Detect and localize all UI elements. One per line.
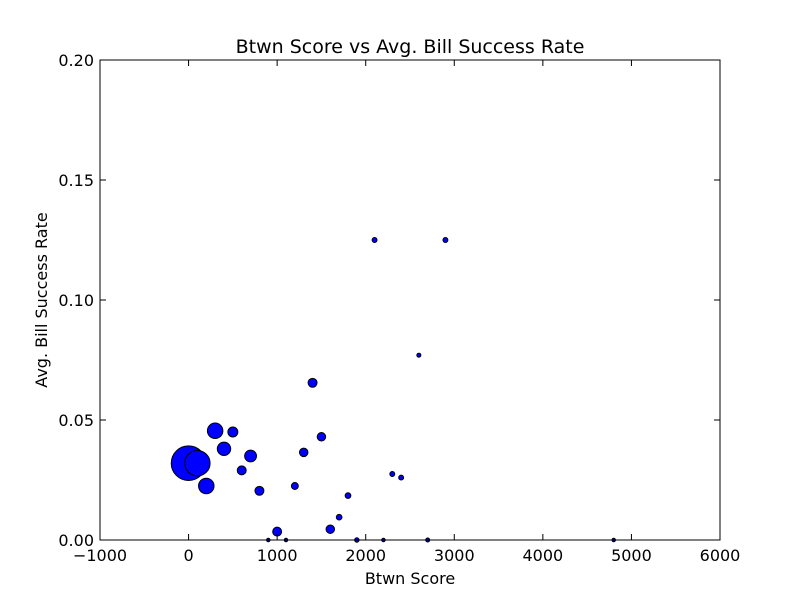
data-point: [389, 471, 396, 477]
data-point: [244, 449, 257, 463]
x-axis: −1000 0 1000 2000 3000 4000 5000 6000: [73, 60, 740, 565]
data-point: [227, 426, 239, 438]
x-tick-label: 1000: [257, 546, 298, 565]
data-point: [416, 352, 422, 358]
data-point: [290, 482, 299, 490]
x-tick-label: −1000: [73, 546, 127, 565]
data-point: [198, 477, 215, 495]
data-point: [325, 524, 336, 534]
data-point: [184, 450, 211, 477]
plot-area: [170, 237, 616, 543]
x-tick-label: 3000: [434, 546, 475, 565]
x-tick-label: 2000: [345, 546, 386, 565]
x-axis-label: Btwn Score: [365, 569, 455, 588]
chart-title: Btwn Score vs Avg. Bill Success Rate: [236, 36, 585, 58]
y-axis-label: Avg. Bill Success Rate: [32, 212, 51, 387]
y-tick-label: 0.05: [58, 411, 94, 430]
data-point: [206, 422, 224, 440]
y-tick-label: 0.00: [58, 531, 94, 550]
x-tick-label: 4000: [522, 546, 563, 565]
x-tick-label: 6000: [700, 546, 741, 565]
x-tick-label: 0: [183, 546, 193, 565]
y-tick-label: 0.20: [58, 51, 94, 70]
data-point: [216, 441, 232, 457]
y-tick-label: 0.10: [58, 291, 94, 310]
y-axis: 0.00 0.05 0.10 0.15 0.20: [58, 51, 720, 550]
data-point: [254, 485, 265, 496]
data-point: [236, 465, 247, 476]
data-point: [398, 474, 405, 481]
x-tick-label: 5000: [611, 546, 652, 565]
data-point: [442, 237, 449, 243]
data-point: [307, 377, 318, 388]
data-point: [316, 432, 327, 442]
data-point: [371, 237, 378, 243]
y-tick-label: 0.15: [58, 171, 94, 190]
data-point: [298, 447, 309, 458]
data-point: [335, 513, 343, 521]
data-point: [344, 492, 352, 499]
